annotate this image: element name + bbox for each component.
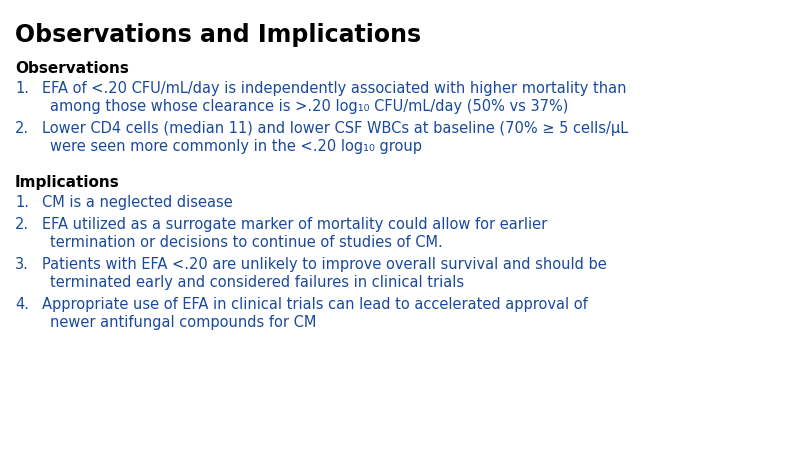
Text: 2.: 2. [15,217,29,232]
Text: were seen more commonly in the <.20 log₁₀ group: were seen more commonly in the <.20 log₁… [50,139,422,154]
Text: Observations and Implications: Observations and Implications [15,23,421,47]
Text: Patients with EFA <.20 are unlikely to improve overall survival and should be: Patients with EFA <.20 are unlikely to i… [42,257,607,272]
Text: 1.: 1. [15,195,29,210]
Text: Appropriate use of EFA in clinical trials can lead to accelerated approval of: Appropriate use of EFA in clinical trial… [42,297,588,312]
Text: 1.: 1. [15,81,29,96]
Text: 2.: 2. [15,121,29,136]
Text: among those whose clearance is >.20 log₁₀ CFU/mL/day (50% vs 37%): among those whose clearance is >.20 log₁… [50,99,568,114]
Text: Lower CD4 cells (median 11) and lower CSF WBCs at baseline (70% ≥ 5 cells/μL: Lower CD4 cells (median 11) and lower CS… [42,121,628,136]
Text: CM is a neglected disease: CM is a neglected disease [42,195,233,210]
Text: 4.: 4. [15,297,29,312]
Text: newer antifungal compounds for CM: newer antifungal compounds for CM [50,315,316,330]
Text: Implications: Implications [15,175,120,190]
Text: EFA utilized as a surrogate marker of mortality could allow for earlier: EFA utilized as a surrogate marker of mo… [42,217,547,232]
Text: terminated early and considered failures in clinical trials: terminated early and considered failures… [50,275,465,290]
Text: termination or decisions to continue of studies of CM.: termination or decisions to continue of … [50,235,442,250]
Text: Observations: Observations [15,61,129,76]
Text: EFA of <.20 CFU/mL/day is independently associated with higher mortality than: EFA of <.20 CFU/mL/day is independently … [42,81,626,96]
Text: 3.: 3. [15,257,29,272]
